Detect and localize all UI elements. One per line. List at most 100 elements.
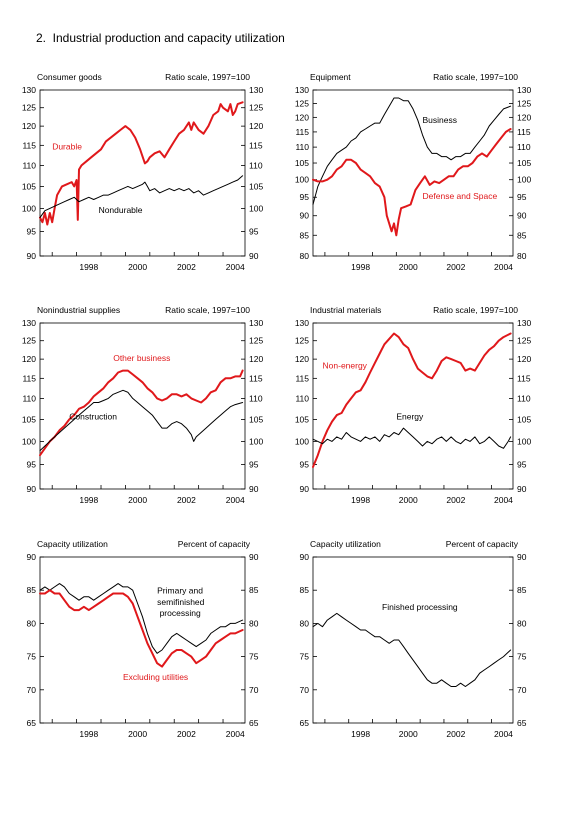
y-tick-label-right: 125 [249,336,263,346]
chart-title: Industrial materials [310,305,381,315]
y-tick-label-right: 115 [517,373,531,383]
y-tick-label-right: 85 [249,585,259,595]
series-label: semifinished [157,597,205,607]
y-tick-label-right: 120 [517,112,531,122]
y-tick-label-left: 115 [295,373,309,383]
plot-frame [39,322,246,490]
x-tick-label: 1998 [79,495,98,505]
y-tick-label-left: 120 [295,354,309,364]
series-line-1 [312,332,512,468]
y-tick-label-right: 110 [249,393,263,403]
x-tick-label: 2000 [128,495,147,505]
series-line-2 [39,589,244,668]
series-line-2 [312,128,512,237]
y-tick-label-left: 115 [22,373,36,383]
chart-title: Consumer goods [37,72,102,82]
y-tick-label-left: 80 [300,251,310,261]
x-tick-label: 2000 [399,495,418,505]
y-tick-label-right: 125 [517,98,531,108]
y-tick-label-right: 100 [249,203,263,213]
x-tick-label: 2004 [494,262,513,272]
y-tick-label-right: 100 [517,175,531,185]
y-tick-label-left: 130 [295,85,309,95]
y-tick-label-right: 70 [249,685,259,695]
y-tick-label-right: 90 [517,211,527,221]
series-label: Other business [113,353,170,363]
x-tick-label: 1998 [351,495,370,505]
y-tick-label-left: 105 [295,158,309,168]
series-label: Excluding utilities [123,672,188,682]
y-tick-label-left: 90 [27,251,37,261]
series-label: processing [160,608,201,618]
plot-frame [312,89,514,257]
plot-frame [39,556,246,724]
y-tick-label-left: 110 [22,393,36,403]
y-tick-label-right: 130 [517,85,531,95]
y-tick-label-right: 100 [517,436,531,446]
y-tick-label-right: 100 [249,436,263,446]
units-label: Percent of capacity [446,539,519,549]
y-tick-label-left: 105 [22,181,36,191]
series-label: Energy [396,411,424,421]
series-line-1 [312,97,512,205]
y-tick-label-left: 130 [22,85,36,95]
chart-title: Equipment [310,72,351,82]
y-tick-label-left: 85 [300,585,310,595]
y-tick-label-right: 90 [517,552,527,562]
plot-frame [39,89,246,257]
y-tick-label-right: 90 [517,484,527,494]
x-tick-label: 2004 [494,729,513,739]
x-tick-label: 2002 [446,262,465,272]
y-tick-label-right: 80 [249,618,259,628]
units-label: Ratio scale, 1997=100 [433,305,518,315]
x-tick-label: 2004 [494,495,513,505]
x-tick-label: 2004 [226,262,245,272]
y-tick-label-right: 70 [517,685,527,695]
y-tick-label-right: 105 [517,414,531,424]
y-tick-label-left: 130 [295,318,309,328]
y-tick-label-left: 115 [295,127,309,137]
x-tick-label: 2002 [446,729,465,739]
y-tick-label-left: 110 [295,142,309,152]
y-tick-label-left: 75 [27,652,37,662]
x-tick-label: 2004 [226,729,245,739]
y-tick-label-right: 65 [517,718,527,728]
y-tick-label-right: 95 [249,460,259,470]
y-tick-label-right: 110 [517,393,531,403]
y-tick-label-right: 105 [517,158,531,168]
y-tick-label-left: 100 [22,203,36,213]
y-tick-label-right: 90 [249,484,259,494]
y-tick-label-left: 70 [27,685,37,695]
y-tick-label-left: 105 [22,414,36,424]
units-label: Ratio scale, 1997=100 [165,72,250,82]
x-tick-label: 1998 [351,262,370,272]
y-tick-label-right: 105 [249,181,263,191]
units-label: Ratio scale, 1997=100 [165,305,250,315]
y-tick-label-right: 130 [517,318,531,328]
y-tick-label-left: 80 [27,618,37,628]
units-label: Percent of capacity [178,539,251,549]
y-tick-label-left: 65 [300,718,310,728]
x-tick-label: 2004 [226,495,245,505]
y-tick-label-right: 75 [517,652,527,662]
plot-frame [312,322,514,490]
plot-frame [312,556,514,724]
y-tick-label-right: 90 [249,552,259,562]
y-tick-label-left: 95 [300,192,310,202]
x-tick-label: 1998 [351,729,370,739]
y-tick-label-left: 120 [295,112,309,122]
y-tick-label-left: 90 [27,484,37,494]
x-tick-label: 2000 [399,262,418,272]
x-tick-label: 2002 [177,729,196,739]
chart-panel-1: Consumer goods Ratio scale, 1997=100 90 90 9… [22,72,264,272]
y-tick-label-left: 125 [295,98,309,108]
y-tick-label-right: 80 [517,251,527,261]
series-label: Defense and Space [423,191,498,201]
series-label: Business [423,115,458,125]
series-label: Primary and [157,586,203,596]
y-tick-label-right: 120 [517,354,531,364]
y-tick-label-right: 125 [517,336,531,346]
y-tick-label-right: 75 [249,652,259,662]
chart-title: Nonindustrial supplies [37,305,120,315]
